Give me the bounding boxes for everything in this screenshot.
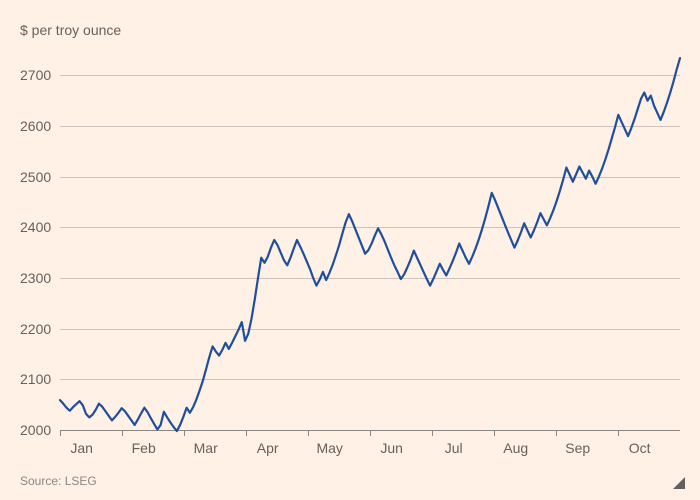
xtick-label: Sep — [565, 440, 590, 456]
plot-area — [60, 50, 680, 430]
xtick-label: Oct — [629, 440, 651, 456]
line-series — [60, 50, 680, 432]
xtick-label: Jul — [445, 440, 463, 456]
chart-source: Source: LSEG — [20, 474, 97, 488]
ytick-label: 2200 — [20, 321, 51, 337]
y-axis-label: $ per troy ounce — [20, 22, 121, 38]
ytick-label: 2700 — [20, 67, 51, 83]
ytick-label: 2500 — [20, 169, 51, 185]
xtick-label: Mar — [194, 440, 218, 456]
xtick-label: Feb — [132, 440, 156, 456]
source-prefix: Source: — [20, 474, 65, 488]
ytick-label: 2100 — [20, 371, 51, 387]
xtick-label: Jun — [380, 440, 403, 456]
gold-price-chart: $ per troy ounce Source: LSEG 2000 2100 22… — [0, 0, 700, 500]
xtick-label: Jan — [70, 440, 93, 456]
ytick-label: 2600 — [20, 118, 51, 134]
ytick-label: 2000 — [20, 422, 51, 438]
ytick-label: 2300 — [20, 270, 51, 286]
xtick-label: Apr — [257, 440, 279, 456]
ytick-label: 2400 — [20, 219, 51, 235]
xtick-label: May — [316, 440, 342, 456]
source-name: LSEG — [65, 474, 97, 488]
xtick-label: Aug — [503, 440, 528, 456]
expand-icon[interactable] — [672, 476, 686, 490]
